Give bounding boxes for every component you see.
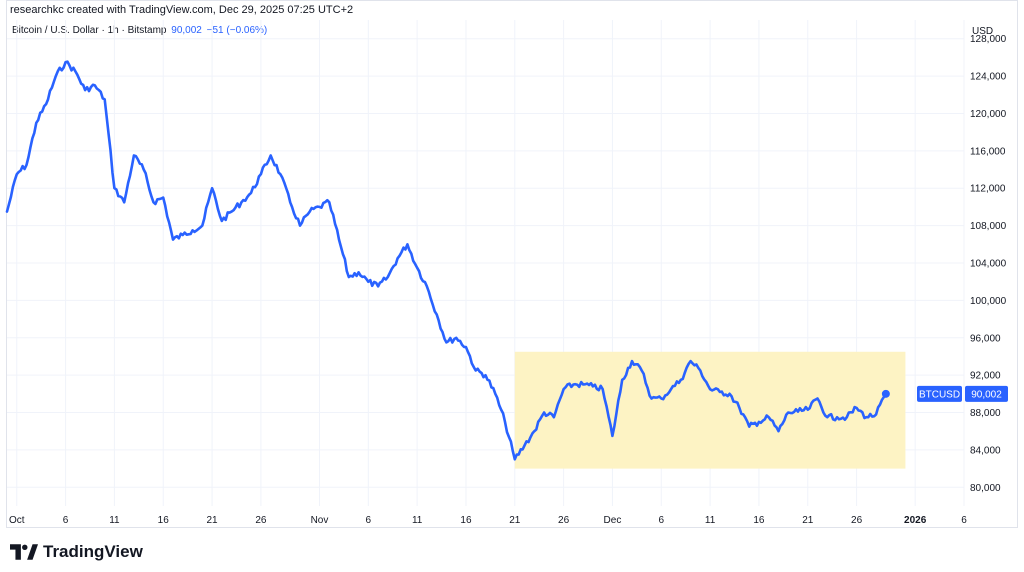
series-layer [5, 60, 890, 461]
y-tick-label: 92,000 [970, 371, 1001, 382]
x-tick-label: 26 [558, 515, 570, 526]
price-tag-value-bg [965, 385, 1008, 402]
x-tick-label: 11 [109, 515, 120, 526]
x-tick-label: Oct [9, 515, 25, 526]
chart-frame [6, 0, 1018, 528]
series-line [5, 60, 888, 461]
y-tick-label: 120,000 [970, 109, 1007, 120]
price-tag-symbol: BTCUSD [919, 389, 960, 400]
y-axis[interactable]: 80,000 84,000 88,000 92,000 96,000 100,000 104… [970, 34, 1007, 494]
x-tick-label: 21 [207, 515, 219, 526]
x-tick-label: 2026 [904, 515, 927, 526]
x-tick-label: 16 [460, 515, 472, 526]
x-tick-label: 26 [851, 515, 863, 526]
legend-price: 90,002 [171, 25, 202, 36]
x-tick-label: 11 [705, 515, 716, 526]
range-box[interactable] [514, 351, 906, 469]
x-tick-label: Dec [604, 515, 622, 526]
y-tick-label: 100,000 [970, 296, 1007, 307]
chart-header: researchkc created with TradingView.com,… [10, 4, 354, 16]
y-tick-label: 88,000 [970, 408, 1001, 419]
x-tick-label: 6 [63, 515, 69, 526]
x-tick-label: 11 [412, 515, 423, 526]
brand-name: TradingView [43, 542, 143, 561]
x-tick-label: 6 [366, 515, 372, 526]
x-axis[interactable]: Oct 6 11 16 21 26 Nov 6 11 16 21 26 Dec 6 11 16 21 26 2026… [9, 515, 967, 526]
y-tick-label: 96,000 [970, 333, 1001, 344]
currency-label: USD [972, 26, 994, 37]
x-tick-label: 26 [255, 515, 267, 526]
x-tick-label: 6 [961, 515, 967, 526]
y-tick-label: 108,000 [970, 221, 1007, 232]
y-tick-label: 104,000 [970, 259, 1007, 270]
x-tick-label: 21 [802, 515, 814, 526]
y-tick-label: 112,000 [970, 184, 1006, 195]
x-tick-label: Nov [311, 515, 329, 526]
y-tick-label: 80,000 [970, 483, 1001, 494]
x-tick-label: 16 [158, 515, 170, 526]
x-tick-label: 6 [658, 515, 664, 526]
range-layer [514, 351, 906, 469]
price-tag-value: 90,002 [971, 389, 1002, 400]
y-tick-label: 84,000 [970, 445, 1001, 456]
price-tag-symbol-bg [917, 385, 962, 402]
y-tick-label: 124,000 [970, 72, 1007, 83]
symbol-name: Bitcoin / U.S. Dollar · 1h · Bitstamp [12, 25, 167, 36]
legend-change: −51 (−0.06%) [206, 25, 268, 36]
y-tick-label: 116,000 [970, 146, 1006, 157]
grid [7, 20, 965, 506]
last-point [881, 389, 890, 398]
x-tick-label: 21 [509, 515, 521, 526]
y-tick-label: 128,000 [970, 34, 1007, 45]
last-price-tag: BTCUSD 90,002 [917, 385, 1008, 402]
symbol-legend[interactable]: Bitcoin / U.S. Dollar · 1h · Bitstamp 90… [12, 25, 267, 36]
x-tick-label: 16 [753, 515, 765, 526]
footer-brand[interactable]: TradingView [10, 542, 143, 562]
tradingview-logo-icon [10, 544, 38, 560]
